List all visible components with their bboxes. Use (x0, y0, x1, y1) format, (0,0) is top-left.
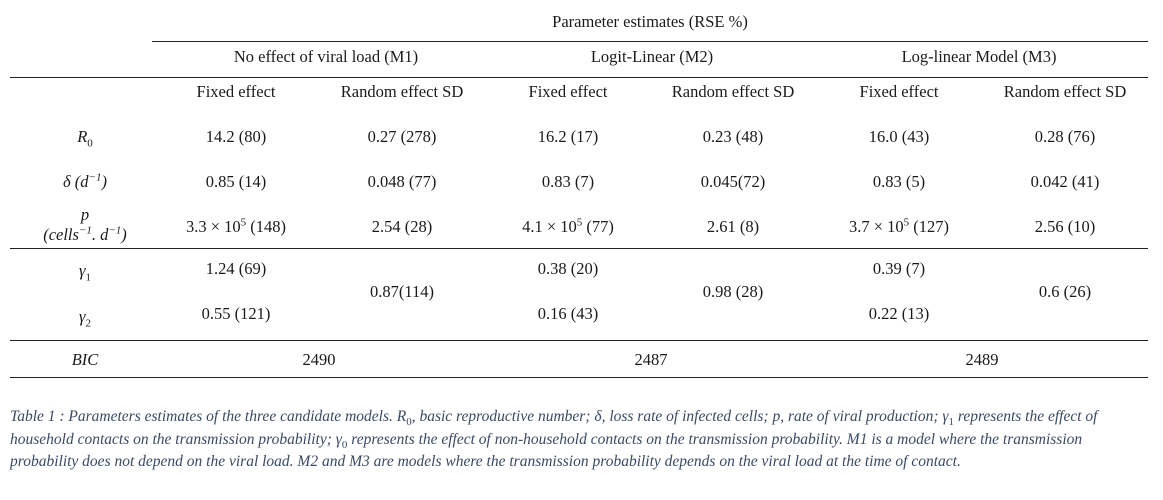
r0-m2-fixed: 16.2 (17) (537, 127, 599, 146)
delta-m1-fixed: 0.85 (14) (205, 172, 267, 191)
parameter-estimates-header: Parameter estimates (RSE %) (552, 12, 748, 31)
p-m3-fixed: 3.7 × 105 (127) (848, 216, 950, 236)
gamma1-m1-fixed: 1.24 (69) (205, 259, 267, 278)
delta-m1-random: 0.048 (77) (367, 172, 437, 191)
row-label-gamma1: γ1 (78, 261, 92, 284)
p-m3-random: 2.56 (10) (1034, 217, 1096, 236)
model-header-m1: No effect of viral load (M1) (233, 47, 419, 66)
row-label-p: p (80, 205, 90, 224)
row-label-gamma2: γ2 (78, 307, 92, 330)
r0-m3-random: 0.28 (76) (1034, 127, 1096, 146)
table-caption: Table 1 : Parameters estimates of the th… (10, 408, 1098, 470)
model-header-m2: Logit-Linear (M2) (590, 47, 714, 66)
delta-m3-fixed: 0.83 (5) (872, 172, 926, 191)
delta-m2-random: 0.045(72) (700, 172, 766, 191)
p-m1-random: 2.54 (28) (371, 217, 433, 236)
model-header-m3: Log-linear Model (M3) (901, 47, 1057, 66)
delta-m2-fixed: 0.83 (7) (541, 172, 595, 191)
bic-m3: 2489 (965, 350, 999, 369)
r0-m1-fixed: 14.2 (80) (205, 127, 267, 146)
gamma-block-rule (10, 340, 1148, 341)
m3-fixed-header: Fixed effect (859, 82, 939, 101)
table-bottom-rule (10, 377, 1148, 378)
group-header-rule (152, 41, 1148, 42)
r0-m2-random: 0.23 (48) (702, 127, 764, 146)
gamma2-m1-fixed: 0.55 (121) (201, 304, 271, 323)
r0-m3-fixed: 16.0 (43) (868, 127, 930, 146)
p-m1-fixed: 3.3 × 105 (148) (185, 216, 287, 236)
m1-fixed-header: Fixed effect (196, 82, 276, 101)
gamma2-m2-fixed: 0.16 (43) (537, 304, 599, 323)
row-label-r0: R0 (77, 127, 93, 150)
gamma1-m3-fixed: 0.39 (7) (872, 259, 926, 278)
gamma2-m3-fixed: 0.22 (13) (868, 304, 930, 323)
row-label-delta: δ (d−1) (63, 171, 107, 191)
row-label-p-unit: (cells−1. d−1) (43, 224, 127, 244)
gamma-m3-random: 0.6 (26) (1038, 282, 1092, 301)
model-header-rule (10, 77, 1148, 78)
m3-random-header: Random effect SD (1003, 82, 1127, 101)
parameter-block-rule (10, 248, 1148, 249)
p-m2-random: 2.61 (8) (706, 217, 760, 236)
gamma1-m2-fixed: 0.38 (20) (537, 259, 599, 278)
m1-random-header: Random effect SD (340, 82, 464, 101)
bic-m2: 2487 (634, 350, 668, 369)
r0-m1-random: 0.27 (278) (367, 127, 437, 146)
m2-random-header: Random effect SD (671, 82, 795, 101)
bic-m1: 2490 (302, 350, 336, 369)
p-m2-fixed: 4.1 × 105 (77) (522, 216, 614, 236)
gamma-m2-random: 0.98 (28) (702, 282, 764, 301)
gamma-m1-random: 0.87(114) (369, 282, 435, 301)
m2-fixed-header: Fixed effect (528, 82, 608, 101)
row-label-bic: BIC (71, 350, 99, 369)
delta-m3-random: 0.042 (41) (1030, 172, 1100, 191)
